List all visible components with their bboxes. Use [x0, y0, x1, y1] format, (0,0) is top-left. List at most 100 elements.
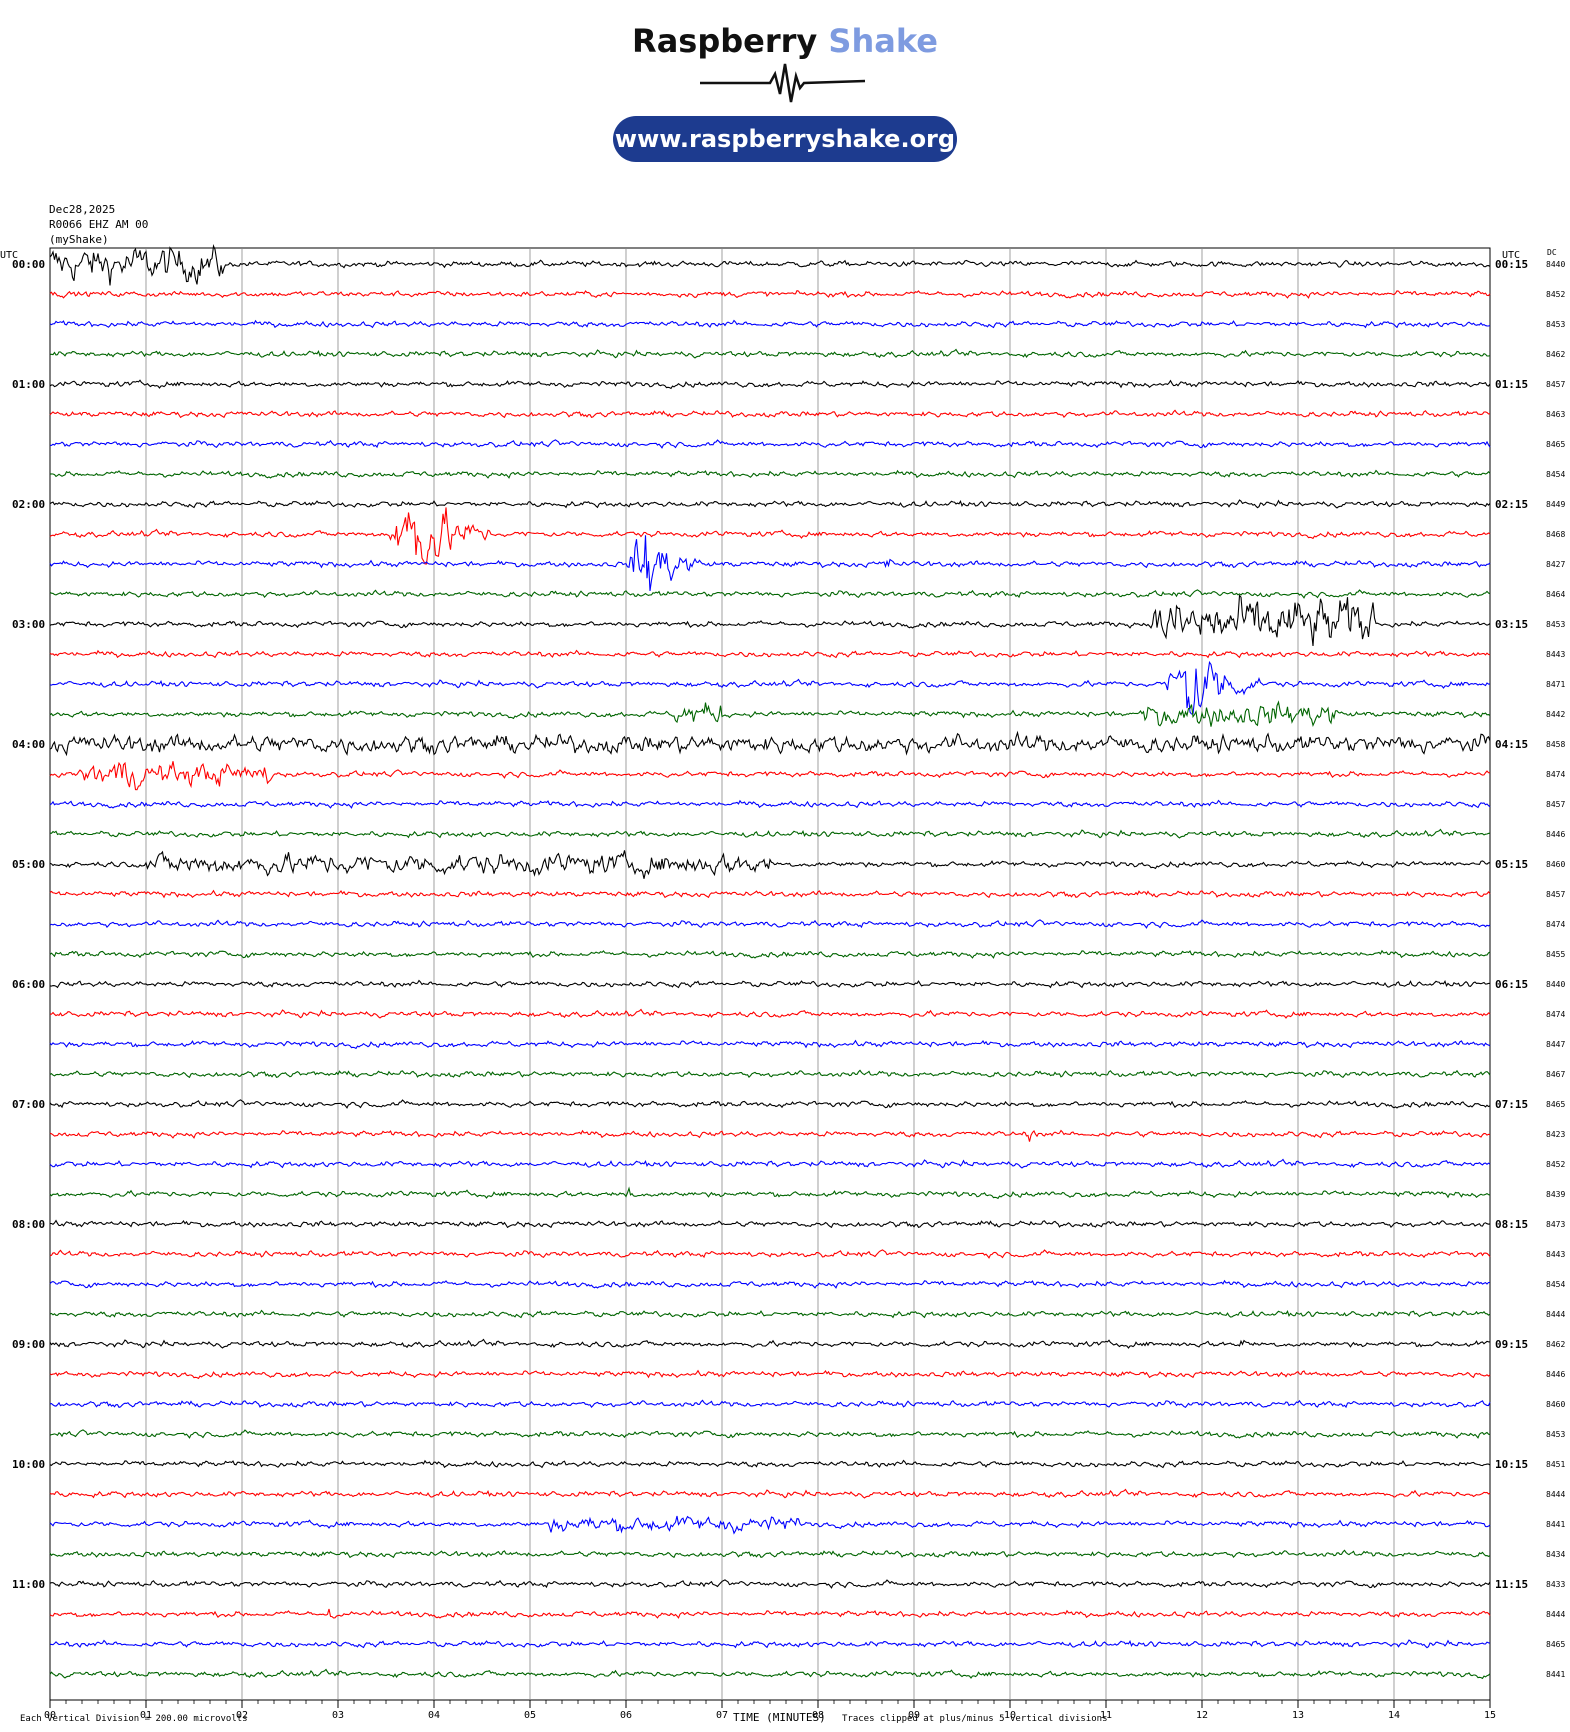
- dc-value: 8462: [1546, 1340, 1565, 1349]
- left-time-label: 10:00: [12, 1458, 45, 1471]
- trace-line: [49, 1608, 1491, 1619]
- trace-line: [49, 799, 1491, 809]
- dc-value: 8427: [1546, 560, 1565, 569]
- trace-line: [49, 1338, 1491, 1349]
- trace-line: [49, 1488, 1491, 1499]
- trace-line: [49, 1279, 1490, 1289]
- dc-value: 8447: [1546, 1040, 1565, 1049]
- left-time-label: 00:00: [12, 258, 45, 271]
- left-time-label: 08:00: [12, 1218, 45, 1231]
- trace-line: [49, 1429, 1491, 1439]
- dc-value: 8455: [1546, 950, 1565, 959]
- trace-line: [49, 243, 1491, 286]
- x-tick-label: 08: [812, 1710, 824, 1721]
- trace-line: [49, 589, 1491, 599]
- dc-value: 8474: [1546, 920, 1565, 929]
- trace-line: [49, 1249, 1491, 1259]
- brand-title: Raspberry Shake: [0, 22, 1570, 60]
- trace-line: [49, 507, 1491, 565]
- left-time-label: 03:00: [12, 618, 45, 631]
- dc-value: 8457: [1546, 380, 1565, 389]
- dc-value: 8449: [1546, 500, 1565, 509]
- trace-line: [49, 1369, 1491, 1380]
- x-tick-label: 00: [44, 1710, 56, 1721]
- dc-value: 8457: [1546, 800, 1565, 809]
- trace-line: [49, 1039, 1491, 1050]
- x-tick-label: 13: [1292, 1710, 1304, 1721]
- x-tick-label: 14: [1388, 1710, 1400, 1721]
- right-time-label: 05:15: [1495, 858, 1528, 871]
- dc-value: 8453: [1546, 320, 1565, 329]
- trace-line: [49, 700, 1491, 727]
- dc-value: 8453: [1546, 620, 1565, 629]
- trace-line: [49, 1399, 1491, 1409]
- dc-value: 8423: [1546, 1130, 1565, 1139]
- right-time-label: 03:15: [1495, 618, 1528, 631]
- dc-value: 8443: [1546, 1250, 1565, 1259]
- dc-value: 8440: [1546, 980, 1565, 989]
- dc-value: 8465: [1546, 1100, 1565, 1109]
- dc-value: 8446: [1546, 830, 1565, 839]
- x-tick-label: 06: [620, 1710, 632, 1721]
- trace-line: [49, 439, 1491, 449]
- x-tick-label: 05: [524, 1710, 536, 1721]
- chart-station: R0066 EHZ AM 00: [49, 218, 148, 231]
- dc-value: 8473: [1546, 1220, 1565, 1229]
- dc-value: 8463: [1546, 410, 1565, 419]
- trace-line: [49, 919, 1491, 929]
- x-tick-label: 11: [1100, 1710, 1112, 1721]
- x-tick-label: 02: [236, 1710, 248, 1721]
- dc-value: 8441: [1546, 1670, 1565, 1679]
- trace-line: [49, 1008, 1491, 1019]
- trace-line: [49, 1069, 1491, 1079]
- trace-line: [49, 1186, 1491, 1200]
- left-time-label: 05:00: [12, 858, 45, 871]
- trace-line: [49, 949, 1491, 959]
- dc-value-labels: 8440 8452 8453 8462 8457 8463 8465 8454 8449 8468…: [1546, 260, 1565, 1679]
- trace-line: [49, 409, 1491, 419]
- right-time-label: 06:15: [1495, 978, 1528, 991]
- dc-value: 8465: [1546, 440, 1565, 449]
- trace-line: [49, 1459, 1491, 1469]
- trace-line: [49, 889, 1491, 899]
- x-tick-label: 03: [332, 1710, 344, 1721]
- right-time-label: 01:15: [1495, 378, 1528, 391]
- dc-value: 8471: [1546, 680, 1565, 689]
- dc-value: 8444: [1546, 1490, 1565, 1499]
- left-time-label: 04:00: [12, 738, 45, 751]
- website-link[interactable]: www.raspberryshake.org: [613, 116, 957, 162]
- dc-value: 8474: [1546, 770, 1565, 779]
- chart-date: Dec28,2025: [49, 203, 115, 216]
- dc-value: 8465: [1546, 1640, 1565, 1649]
- brand-name-part2: Shake: [828, 22, 938, 60]
- right-axis-label: UTC: [1502, 250, 1520, 261]
- trace-line: [49, 1549, 1491, 1559]
- x-tick-label: 10: [1004, 1710, 1016, 1721]
- right-time-label: 11:15: [1495, 1578, 1528, 1591]
- trace-line: [49, 730, 1491, 757]
- dc-value: 8440: [1546, 260, 1565, 269]
- trace-line: [50, 348, 1491, 359]
- trace-line: [49, 1639, 1491, 1649]
- dc-value: 8452: [1546, 290, 1565, 299]
- trace-line: [49, 290, 1491, 299]
- dc-value: 8444: [1546, 1310, 1565, 1319]
- dc-value: 8444: [1546, 1610, 1565, 1619]
- dc-value: 8464: [1546, 590, 1565, 599]
- trace-line: [49, 1309, 1491, 1319]
- trace-line: [49, 1515, 1491, 1535]
- right-time-label: 07:15: [1495, 1098, 1528, 1111]
- right-time-label: 02:15: [1495, 498, 1528, 511]
- brand-name-part1: Raspberry: [632, 22, 818, 60]
- left-time-labels: 00:00 01:00 02:00 03:00 04:00 05:00 06:00 07:00…: [12, 258, 45, 1591]
- trace-line: [49, 979, 1491, 989]
- dc-value: 8434: [1546, 1550, 1565, 1559]
- dc-value: 8457: [1546, 890, 1565, 899]
- chart-source: (myShake): [49, 233, 109, 246]
- minute-gridlines: [145, 248, 1395, 1700]
- clip-note: Traces clipped at plus/minus 5 vertical …: [842, 1714, 1108, 1724]
- left-time-label: 09:00: [12, 1338, 45, 1351]
- dc-value: 8443: [1546, 650, 1565, 659]
- left-time-label: 02:00: [12, 498, 45, 511]
